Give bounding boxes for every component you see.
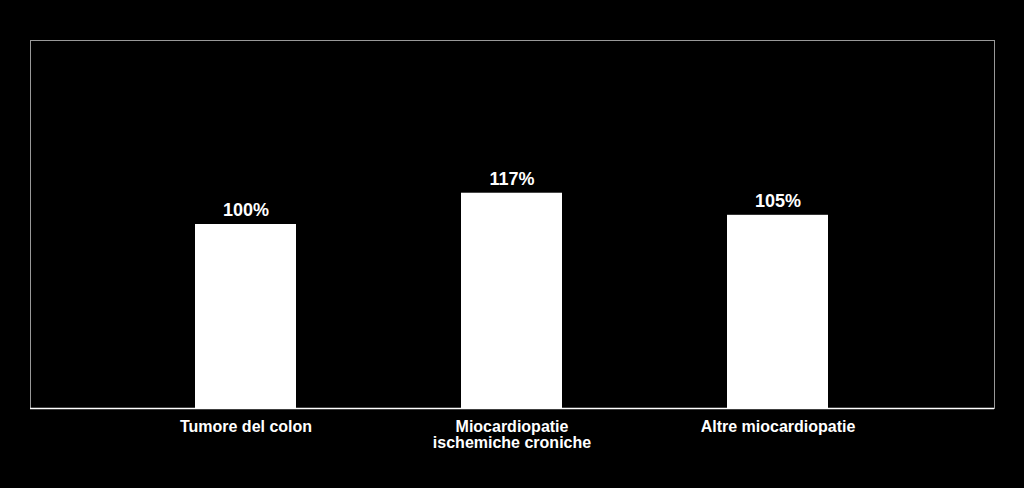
- svg-text:Altre miocardiopatie: Altre miocardiopatie: [701, 418, 856, 435]
- svg-text:105%: 105%: [755, 191, 801, 211]
- svg-text:Miocardiopatieischemiche croni: Miocardiopatieischemiche croniche: [433, 418, 591, 451]
- svg-text:100%: 100%: [223, 200, 269, 220]
- svg-text:Tumore del colon: Tumore del colon: [180, 418, 312, 435]
- svg-text:117%: 117%: [489, 169, 534, 189]
